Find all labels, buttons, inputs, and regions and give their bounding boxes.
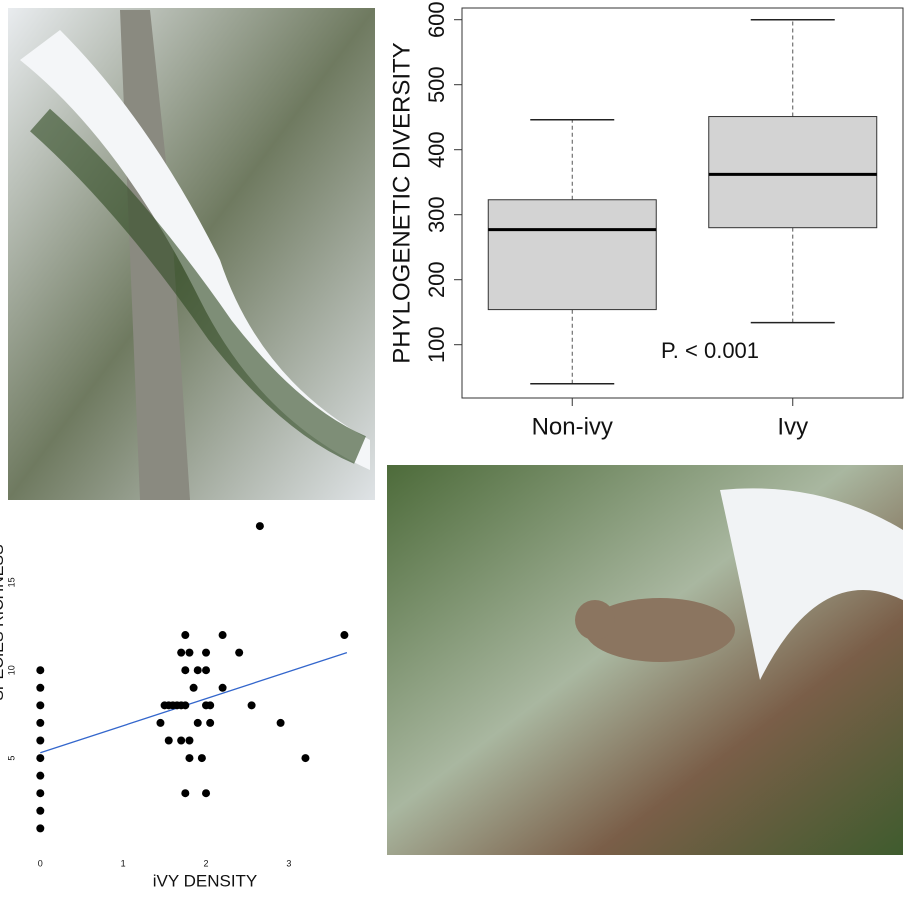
point	[206, 719, 214, 727]
x-axis-label: iVY DENSITY	[153, 871, 258, 890]
y-tick-label: 600	[424, 1, 449, 38]
point	[185, 754, 193, 762]
point	[219, 684, 227, 692]
point	[194, 719, 202, 727]
y-axis-label: SPECIES RICHNESS	[0, 544, 7, 700]
point	[206, 701, 214, 709]
point	[177, 736, 185, 744]
point	[340, 631, 348, 639]
figure: 100200300400500600PHYLOGENETIC DIVERSITY…	[0, 0, 905, 892]
y-axis-label: PHYLOGENETIC DIVERSITY	[388, 42, 415, 363]
point	[156, 719, 164, 727]
x-tick-label: 3	[286, 858, 291, 868]
point	[202, 649, 210, 657]
y-tick-label: 200	[424, 261, 449, 298]
trend-line	[40, 653, 347, 753]
page: {"chart_data": [ {"type": "box", "ylabel…	[0, 0, 905, 897]
y-tick-label: 100	[424, 326, 449, 363]
point	[198, 754, 206, 762]
y-tick-label: 300	[424, 196, 449, 233]
point	[36, 824, 44, 832]
annotation: P. < 0.001	[661, 338, 759, 363]
point	[301, 754, 309, 762]
photo-thrush	[387, 465, 903, 855]
x-tick-label: Non-ivy	[532, 413, 613, 440]
point	[181, 631, 189, 639]
point	[36, 719, 44, 727]
point	[202, 666, 210, 674]
x-tick-label: 2	[204, 858, 209, 868]
point	[36, 684, 44, 692]
x-tick-label: 1	[121, 858, 126, 868]
point	[36, 754, 44, 762]
y-tick-label: 5	[6, 756, 16, 761]
point	[248, 701, 256, 709]
point	[185, 649, 193, 657]
x-tick-label: Ivy	[777, 413, 808, 440]
point	[36, 789, 44, 797]
point	[36, 736, 44, 744]
point	[36, 666, 44, 674]
y-tick-label: 400	[424, 131, 449, 168]
point	[202, 789, 210, 797]
boxplot: 100 200 300 400 500 600 PHYLOGENETIC DIVERSITY…	[388, 1, 903, 440]
point	[190, 684, 198, 692]
point	[36, 772, 44, 780]
box	[709, 117, 877, 228]
point	[181, 701, 189, 709]
y-tick-label: 500	[424, 66, 449, 103]
point	[256, 522, 264, 530]
point	[177, 649, 185, 657]
point	[165, 736, 173, 744]
scatter-plot: 0 1 2 3 5 10 15 iVY DENSITY SPECIES RICHNESS	[0, 522, 348, 890]
y-tick-label: 10	[6, 665, 16, 675]
y-tick-label: 15	[6, 577, 16, 587]
point	[277, 719, 285, 727]
point	[181, 789, 189, 797]
point	[194, 666, 202, 674]
photo-ivy-tree	[8, 8, 375, 500]
point	[235, 649, 243, 657]
point	[36, 807, 44, 815]
point	[36, 701, 44, 709]
point	[181, 666, 189, 674]
box	[488, 200, 656, 310]
point	[185, 736, 193, 744]
x-tick-label: 0	[38, 858, 43, 868]
point	[219, 631, 227, 639]
